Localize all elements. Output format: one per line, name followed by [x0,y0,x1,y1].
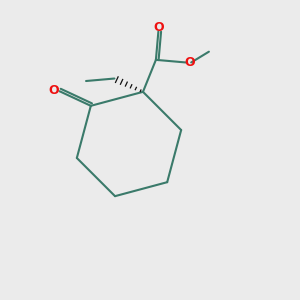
Text: O: O [153,21,164,34]
Text: O: O [184,56,195,69]
Text: O: O [49,84,59,97]
